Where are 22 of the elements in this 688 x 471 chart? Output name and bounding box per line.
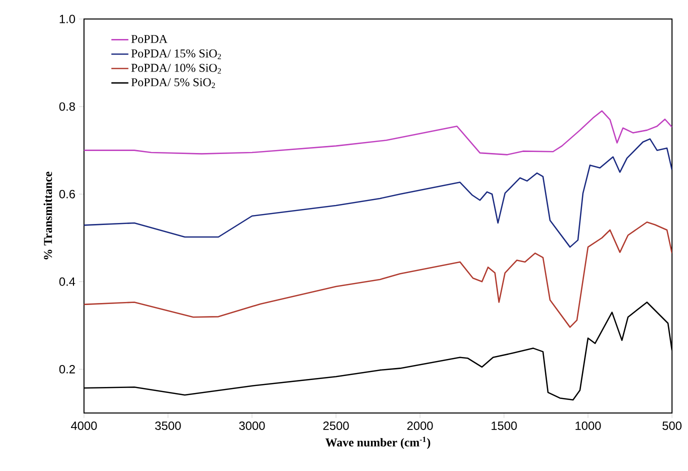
x-tick-label: 2000 xyxy=(407,421,433,430)
legend-label: PoPDA xyxy=(131,35,168,43)
y-tick-label: 1.0 xyxy=(60,14,76,24)
x-tick-label: 3500 xyxy=(155,421,181,430)
x-axis-title: Wave number (cm$^{-1}$) xyxy=(325,436,430,449)
y-tick-label: 0.4 xyxy=(59,277,76,286)
line-series xyxy=(84,138,672,248)
x-tick-label: 2500 xyxy=(323,421,349,430)
y-tick-label: 0.2 xyxy=(59,364,75,374)
x-tick-label: 4000 xyxy=(70,421,97,430)
x-tick-label: 500 xyxy=(662,421,682,430)
x-tick-label: 1500 xyxy=(492,421,517,430)
y-tick-label: 0.6 xyxy=(59,190,75,198)
legend-label: PoPDA/ 5% SiO$_{2}$ xyxy=(131,78,215,88)
line-series xyxy=(84,221,672,328)
x-tick-label: 3000 xyxy=(239,421,265,430)
y-tick-label: 0.8 xyxy=(59,102,75,111)
y-axis-title: % Transmittance xyxy=(44,172,52,260)
legend-label: PoPDA/ 10% SiO$_{2}$ xyxy=(131,64,221,74)
legend-label: PoPDA/ 15% SiO$_{2}$ xyxy=(131,49,221,60)
line-series xyxy=(84,110,672,156)
x-tick-label: 1000 xyxy=(576,421,601,430)
